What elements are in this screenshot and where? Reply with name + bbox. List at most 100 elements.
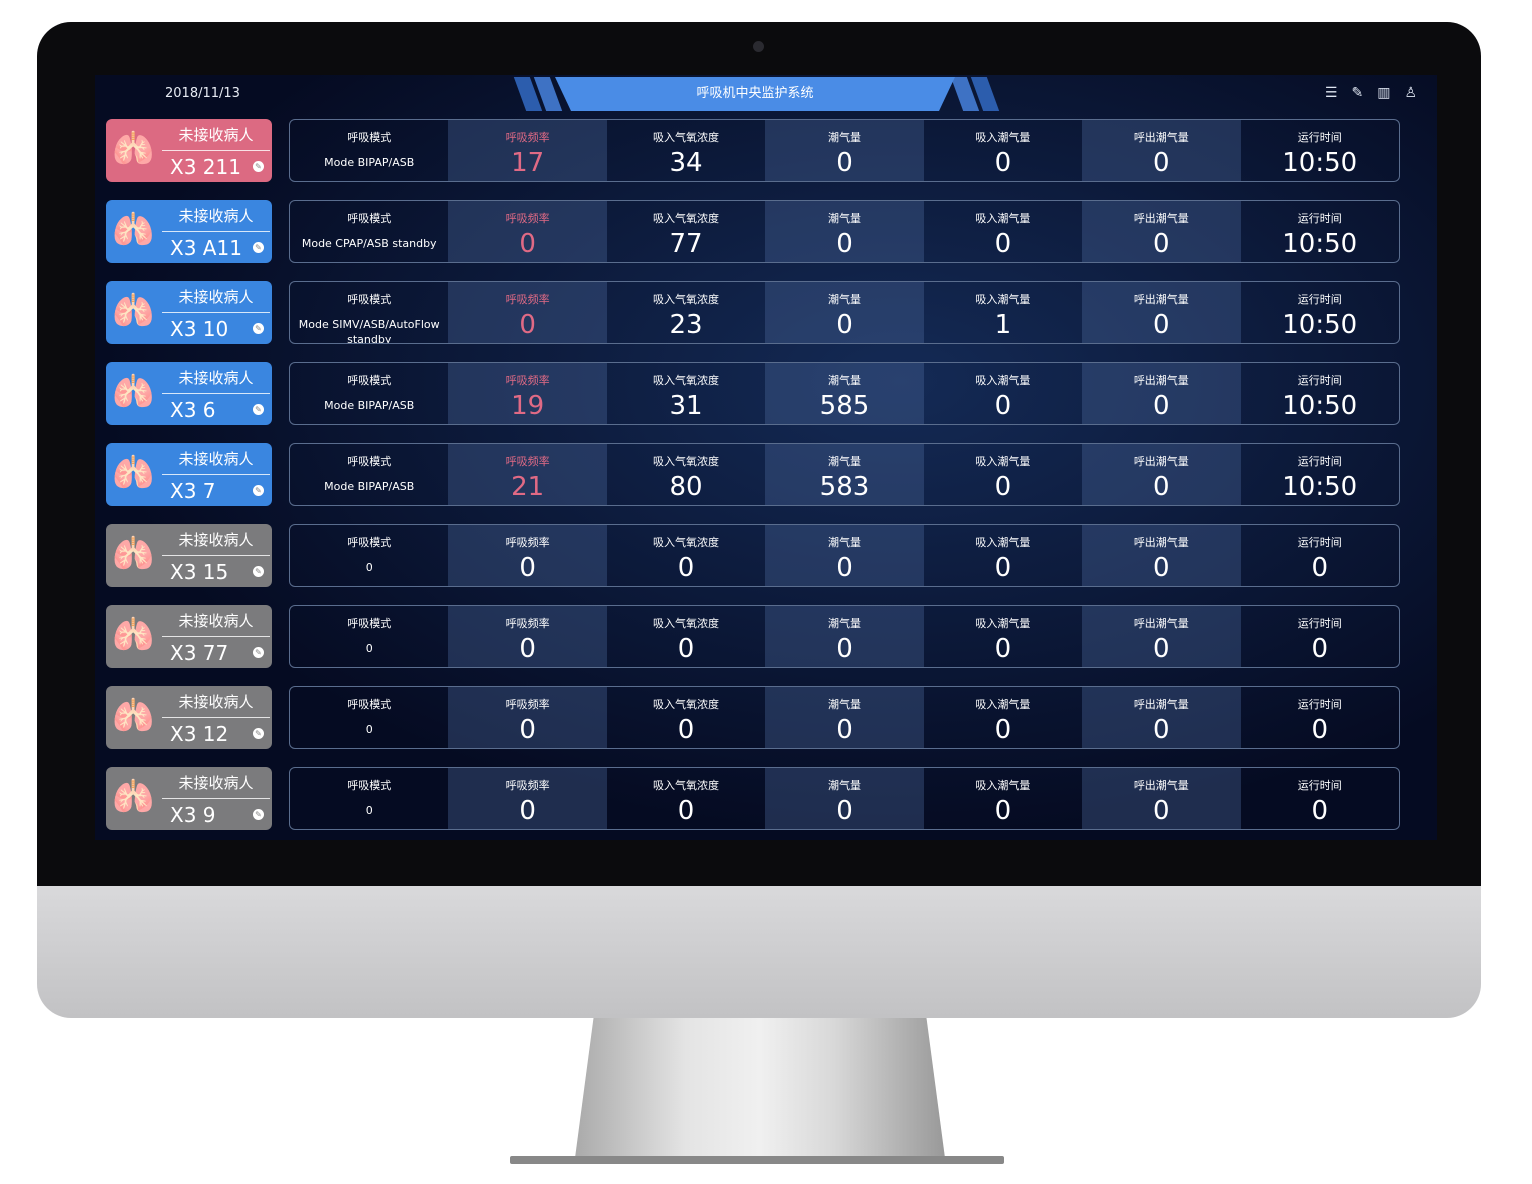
bed-card[interactable]: 🫁 未接收病人 X3 12 ✎: [106, 686, 272, 749]
metric-value: 0: [1153, 796, 1170, 826]
metric-value: 10:50: [1282, 472, 1358, 502]
metric-label: 呼吸频率: [505, 455, 550, 468]
lungs-icon: 🫁: [112, 777, 155, 817]
metric-cell: 呼出潮气量 0: [1082, 768, 1241, 829]
edit-icon[interactable]: ✎: [253, 485, 264, 496]
metric-cell: 吸入潮气量 0: [924, 444, 1082, 505]
bed-card[interactable]: 🫁 未接收病人 X3 10 ✎: [106, 281, 272, 344]
edit-icon[interactable]: ✎: [253, 161, 264, 172]
patient-status: 未接收病人: [162, 610, 270, 637]
metrics-panel: 呼吸模式 0 呼吸频率 0 吸入气氧浓度 0 潮气量 0 吸入潮气量 0 呼出潮气量 0 运行时间 0: [289, 686, 1400, 749]
mode-value: Mode BIPAP/ASB: [324, 480, 415, 493]
edit-icon[interactable]: ✎: [253, 728, 264, 739]
metric-label: 呼吸频率: [505, 293, 550, 306]
metric-value: 0: [836, 634, 853, 664]
patient-status: 未接收病人: [162, 691, 270, 718]
metric-value: 0: [1153, 148, 1170, 178]
metric-value: 0: [994, 715, 1012, 745]
ventilator-row: 🫁 未接收病人 X3 A11 ✎ 呼吸模式 Mode CPAP/ASB stand…: [106, 200, 1400, 263]
ventilator-row: 🫁 未接收病人 X3 211 ✎ 呼吸模式 Mode BIPAP/ASB 呼吸频率 1…: [106, 119, 1400, 182]
bed-card[interactable]: 🫁 未接收病人 X3 A11 ✎: [106, 200, 272, 263]
metric-value: 0: [1153, 391, 1170, 421]
metric-cell: 吸入气氧浓度 31: [607, 363, 765, 424]
metric-value: 17: [511, 148, 545, 178]
edit-icon[interactable]: ✎: [253, 404, 264, 415]
bed-card[interactable]: 🫁 未接收病人 X3 77 ✎: [106, 605, 272, 668]
metric-label: 吸入气氧浓度: [653, 779, 720, 792]
lungs-icon: 🫁: [112, 210, 155, 250]
layout-icon[interactable]: ▥: [1377, 85, 1391, 101]
metric-label: 潮气量: [827, 779, 861, 792]
toolbar: ☰ ✎ ▥ ♙: [1325, 85, 1417, 101]
ventilator-row: 🫁 未接收病人 X3 12 ✎ 呼吸模式 0 呼吸频率 0 吸入气氧浓度 0 潮气量 0 吸入潮…: [106, 686, 1400, 749]
metric-mode: 呼吸模式 Mode BIPAP/ASB: [290, 120, 448, 181]
metric-cell: 吸入气氧浓度 77: [607, 201, 765, 262]
metric-value: 1: [994, 310, 1012, 340]
metrics-panel: 呼吸模式 0 呼吸频率 0 吸入气氧浓度 0 潮气量 0 吸入潮气量 0 呼出潮气量 0 运行时间 0: [289, 524, 1400, 587]
metric-value: 0: [1153, 715, 1170, 745]
metric-label: 潮气量: [827, 536, 861, 549]
metric-value: 0: [994, 796, 1012, 826]
metrics-panel: 呼吸模式 0 呼吸频率 0 吸入气氧浓度 0 潮气量 0 吸入潮气量 0 呼出潮气量 0 运行时间 0: [289, 605, 1400, 668]
metric-value: 10:50: [1282, 148, 1358, 178]
metric-value: 0: [836, 229, 853, 259]
metric-value: 21: [511, 472, 545, 502]
metric-value: 0: [994, 472, 1012, 502]
edit-icon[interactable]: ✎: [253, 566, 264, 577]
edit-icon[interactable]: ✎: [1351, 85, 1364, 101]
edit-icon[interactable]: ✎: [253, 242, 264, 253]
mode-value: 0: [365, 723, 373, 736]
metric-cell: 运行时间 0: [1241, 606, 1399, 667]
bed-number: X3 15: [170, 560, 229, 584]
edit-icon[interactable]: ✎: [253, 647, 264, 658]
metric-label: 呼吸频率: [505, 536, 550, 549]
metric-value: 77: [669, 229, 703, 259]
bed-number: X3 6: [170, 398, 216, 422]
metric-value: 0: [836, 310, 853, 340]
monitor-stand: [575, 1018, 945, 1158]
user-icon[interactable]: ♙: [1404, 85, 1417, 101]
metric-cell: 呼出潮气量 0: [1082, 444, 1241, 505]
bed-card[interactable]: 🫁 未接收病人 X3 6 ✎: [106, 362, 272, 425]
edit-icon[interactable]: ✎: [253, 323, 264, 334]
bed-number: X3 211: [170, 155, 241, 179]
metric-cell: 呼出潮气量 0: [1082, 525, 1241, 586]
lungs-icon: 🫁: [112, 291, 155, 331]
ventilator-row: 🫁 未接收病人 X3 6 ✎ 呼吸模式 Mode BIPAP/ASB 呼吸频率 19 吸…: [106, 362, 1400, 425]
mode-value: Mode BIPAP/ASB: [324, 156, 415, 169]
metric-label: 呼出潮气量: [1133, 131, 1189, 144]
metric-mode: 呼吸模式 Mode BIPAP/ASB: [290, 363, 448, 424]
bed-card[interactable]: 🫁 未接收病人 X3 9 ✎: [106, 767, 272, 830]
metric-label: 运行时间: [1297, 698, 1342, 711]
metric-mode: 呼吸模式 Mode SIMV/ASB/AutoFlow standby: [290, 282, 448, 343]
metric-cell: 呼吸频率 21: [448, 444, 607, 505]
metric-label: 吸入潮气量: [975, 455, 1031, 468]
patient-status: 未接收病人: [162, 124, 270, 151]
date: 2018/11/13: [165, 86, 240, 101]
bed-card[interactable]: 🫁 未接收病人 X3 15 ✎: [106, 524, 272, 587]
metric-value: 583: [819, 472, 870, 502]
metric-cell: 运行时间 10:50: [1241, 444, 1399, 505]
patient-status: 未接收病人: [162, 367, 270, 394]
mode-value: Mode CPAP/ASB standby: [301, 237, 437, 250]
bed-card[interactable]: 🫁 未接收病人 X3 7 ✎: [106, 443, 272, 506]
metric-label: 吸入潮气量: [975, 293, 1031, 306]
metric-cell: 运行时间 0: [1241, 525, 1399, 586]
bed-card[interactable]: 🫁 未接收病人 X3 211 ✎: [106, 119, 272, 182]
metric-value: 0: [994, 148, 1012, 178]
metric-mode: 呼吸模式 0: [290, 606, 448, 667]
metric-cell: 吸入气氧浓度 0: [607, 768, 765, 829]
metric-cell: 潮气量 585: [765, 363, 924, 424]
metric-mode: 呼吸模式 Mode CPAP/ASB standby: [290, 201, 448, 262]
metric-label: 呼吸模式: [347, 131, 392, 144]
metric-value: 0: [519, 553, 536, 583]
mode-value: Mode BIPAP/ASB: [324, 399, 415, 412]
metric-value: 0: [994, 229, 1012, 259]
edit-icon[interactable]: ✎: [253, 809, 264, 820]
screen: 2018/11/13 呼吸机中央监护系统 ☰ ✎ ▥ ♙ 🫁 未接收病人 X3 …: [95, 75, 1437, 840]
metric-cell: 吸入潮气量 0: [924, 606, 1082, 667]
list-icon[interactable]: ☰: [1324, 85, 1338, 101]
metric-value: 31: [669, 391, 703, 421]
metric-label: 潮气量: [827, 212, 861, 225]
metric-value: 0: [1311, 796, 1329, 826]
